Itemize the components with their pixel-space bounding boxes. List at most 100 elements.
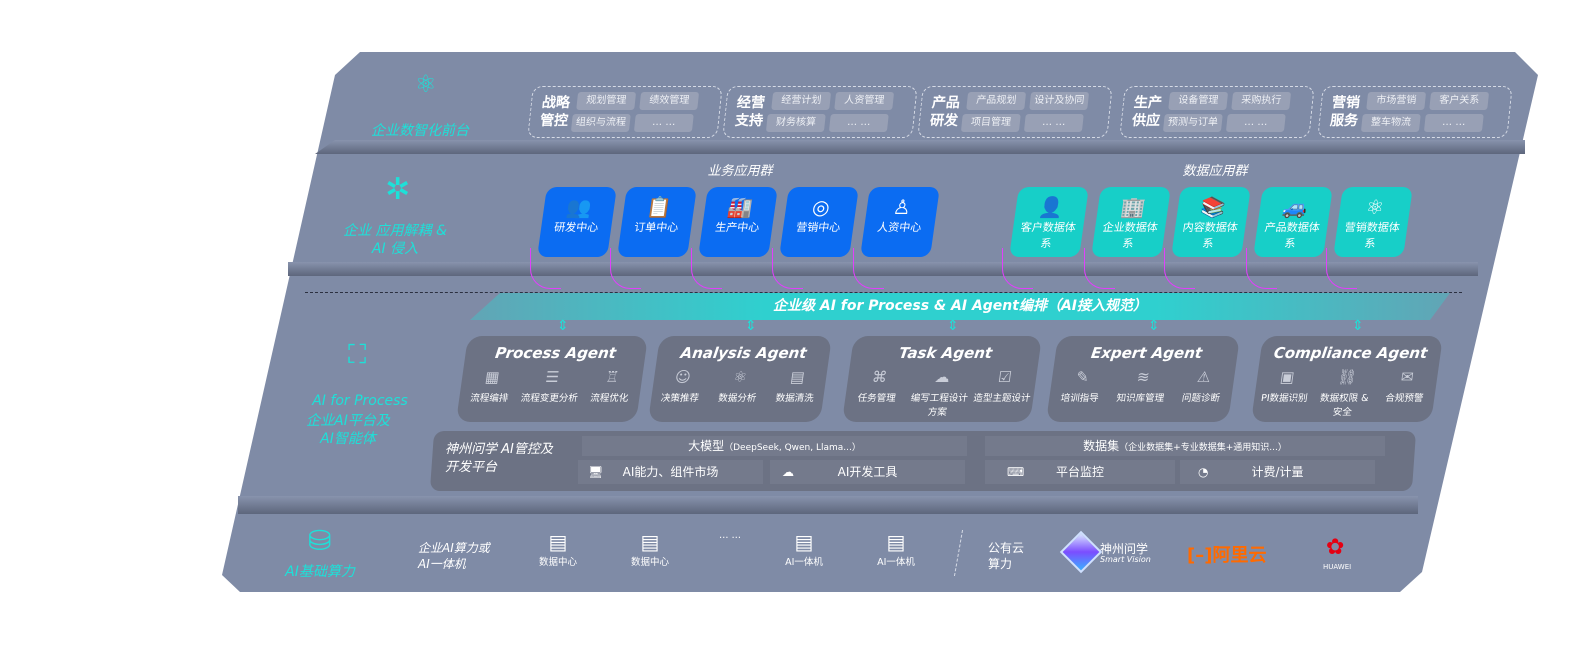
front-chip[interactable]: 财务核算 xyxy=(765,114,826,132)
down-arrow-icon: ⇕ xyxy=(947,318,959,334)
dashed-separator xyxy=(305,292,1462,293)
down-arrow-icon: ⇕ xyxy=(745,318,757,334)
front-chip[interactable]: 产品规划 xyxy=(966,92,1027,110)
server-label: 数据中心 xyxy=(630,557,669,568)
front-group-title: 经营支持 xyxy=(734,95,766,129)
platform-monitor[interactable]: ⌨ 平台监控 xyxy=(985,460,1175,484)
capability-icon: ⌘ xyxy=(870,368,889,386)
front-chip[interactable]: 规划管理 xyxy=(576,92,637,110)
agent-capability[interactable]: ☁ 编写工程设计方案 xyxy=(905,368,974,418)
connector-arrow xyxy=(1326,248,1357,289)
model-bar: 大模型（DeepSeek, Qwen, Llama...） xyxy=(582,436,967,456)
front-chip[interactable]: … … xyxy=(1023,114,1084,132)
app-card[interactable]: ⚛ 营销数据体系 xyxy=(1333,187,1413,257)
apps-label: 企业 应用解耦 & AI 侵入 xyxy=(343,223,447,257)
front-chip[interactable]: … … xyxy=(1423,114,1484,132)
agent-name: Compliance Agent xyxy=(1272,344,1429,362)
agent-capability[interactable]: ▦ 流程编排 xyxy=(459,368,523,404)
front-chip[interactable]: 人资管理 xyxy=(834,92,895,110)
front-chip[interactable]: 整车物流 xyxy=(1360,114,1421,132)
orchestration-band-label: 企业级 AI for Process & AI Agent编排（AI接入规范） xyxy=(772,298,1148,314)
dev-tools-label: AI开发工具 xyxy=(837,465,898,479)
app-card[interactable]: 🚙 产品数据体系 xyxy=(1253,187,1333,257)
front-chip[interactable]: 市场营销 xyxy=(1366,92,1427,110)
agent-capability[interactable]: ☑ 造型主题设计 xyxy=(968,368,1037,418)
connector-arrow xyxy=(610,248,641,289)
agent-card[interactable]: Analysis Agent ☺ 决策推荐 ⚛ 数据分析 ▤ 数据清洗 xyxy=(647,336,833,422)
agent-capability[interactable]: ⛓ 数据权限 & 安全 xyxy=(1312,368,1378,418)
front-chip[interactable]: 采购执行 xyxy=(1231,92,1292,110)
factory-icon: 🏭 xyxy=(725,195,755,219)
agent-capability[interactable]: ⚛ 数据分析 xyxy=(708,368,770,404)
app-card[interactable]: 🏢 企业数据体系 xyxy=(1091,187,1171,257)
database-icon: ⛁ xyxy=(308,524,332,557)
agent-capability[interactable]: ♖ 流程优化 xyxy=(579,368,643,404)
team-icon: 👥 xyxy=(564,195,594,219)
agent-card[interactable]: Task Agent ⌘ 任务管理 ☁ 编写工程设计方案 ☑ 造型主题设计 xyxy=(841,336,1043,422)
capability-label: 流程优化 xyxy=(589,393,630,404)
server-label: AI一体机 xyxy=(877,557,915,568)
billing-label: 计费/计量 xyxy=(1251,465,1304,479)
agent-capability[interactable]: ⚠ 问题诊断 xyxy=(1170,368,1235,404)
agent-capability[interactable]: ≋ 知识库管理 xyxy=(1109,368,1174,404)
app-card-label: 研发中心 xyxy=(553,221,600,234)
agent-capability[interactable]: ✎ 培训指导 xyxy=(1049,368,1114,404)
brain-icon: ⚛ xyxy=(415,70,437,98)
front-group-title: 战略管控 xyxy=(539,95,571,129)
dataset-bar: 数据集（企业数据集+专业数据集+通用知识...） xyxy=(985,436,1385,456)
app-card-label: 内容数据体系 xyxy=(1181,221,1239,250)
front-chip[interactable]: … … xyxy=(828,114,889,132)
agent-capability[interactable]: ▤ 数据清洗 xyxy=(765,368,827,404)
connector-arrow xyxy=(1246,248,1277,289)
agent-capability[interactable]: ✉ 合规预警 xyxy=(1372,368,1438,418)
more-servers: … … xyxy=(700,530,760,541)
front-group: 战略管控 规划管理 绩效管理 组织与流程… … xyxy=(527,86,723,138)
app-card[interactable]: 👥 研发中心 xyxy=(537,187,617,257)
agent-card[interactable]: Process Agent ▦ 流程编排 ☰ 流程变更分析 ♖ 流程优化 xyxy=(455,336,649,422)
app-card[interactable]: 👤 客户数据体系 xyxy=(1009,187,1089,257)
agent-capability[interactable]: ☺ 决策推荐 xyxy=(651,368,713,404)
front-chip[interactable]: 项目管理 xyxy=(960,114,1021,132)
agent-capability[interactable]: ▣ PI数据识别 xyxy=(1252,368,1318,418)
connector-arrow xyxy=(772,248,803,289)
component-market[interactable]: 🖥 AI能力、组件市场 xyxy=(578,460,763,484)
front-chip[interactable]: 设计及协同 xyxy=(1029,92,1090,110)
app-card[interactable]: 🏭 生产中心 xyxy=(698,187,778,257)
app-card[interactable]: 📚 内容数据体系 xyxy=(1171,187,1251,257)
front-chip[interactable]: 客户关系 xyxy=(1429,92,1490,110)
agent-card[interactable]: Compliance Agent ▣ PI数据识别 ⛓ 数据权限 & 安全 ✉ 合规预警 xyxy=(1250,336,1444,422)
app-card[interactable]: ♙ 人资中心 xyxy=(860,187,940,257)
app-card[interactable]: 📋 订单中心 xyxy=(617,187,697,257)
person-icon: ♙ xyxy=(891,195,913,219)
huawei-name: HUAWEI xyxy=(1323,563,1352,571)
capability-icon: ▦ xyxy=(483,368,501,386)
app-card[interactable]: ◎ 营销中心 xyxy=(779,187,859,257)
down-arrow-icon: ⇕ xyxy=(557,318,569,334)
agent-card[interactable]: Expert Agent ✎ 培训指导 ≋ 知识库管理 ⚠ 问题诊断 xyxy=(1045,336,1241,422)
billing[interactable]: ◔ 计费/计量 xyxy=(1180,460,1375,484)
front-chip[interactable]: 预测与订单 xyxy=(1162,114,1223,132)
capability-icon: ⛓ xyxy=(1336,368,1359,386)
front-chip[interactable]: … … xyxy=(1225,114,1286,132)
server-item: ▤ AI一体机 xyxy=(866,530,926,568)
public-cloud-title: 公有云算力 xyxy=(988,541,1025,571)
front-chip[interactable]: 经营计划 xyxy=(771,92,832,110)
capability-label: 知识库管理 xyxy=(1115,393,1165,404)
front-chip[interactable]: 绩效管理 xyxy=(639,92,700,110)
compute-label: AI基础算力 xyxy=(285,564,355,580)
capability-icon: ☰ xyxy=(544,368,561,386)
smart-vision-subtitle: Smart Vision xyxy=(1100,555,1151,564)
front-chip[interactable]: 设备管理 xyxy=(1168,92,1229,110)
front-chip[interactable]: 组织与流程 xyxy=(570,114,631,132)
server-icon: ▤ xyxy=(886,530,906,554)
agent-capability[interactable]: ⌘ 任务管理 xyxy=(843,368,912,418)
face-scan-icon: ⛶ xyxy=(348,340,367,370)
server-icon: ▤ xyxy=(794,530,814,554)
server-label: … … xyxy=(718,530,742,541)
dev-tools[interactable]: ☁ AI开发工具 xyxy=(770,460,965,484)
front-chip[interactable]: … … xyxy=(633,114,694,132)
capability-icon: ✎ xyxy=(1075,368,1091,386)
front-group: 生产供应 设备管理 采购执行 预测与订单… … xyxy=(1119,86,1315,138)
agent-capability[interactable]: ☰ 流程变更分析 xyxy=(519,368,583,404)
